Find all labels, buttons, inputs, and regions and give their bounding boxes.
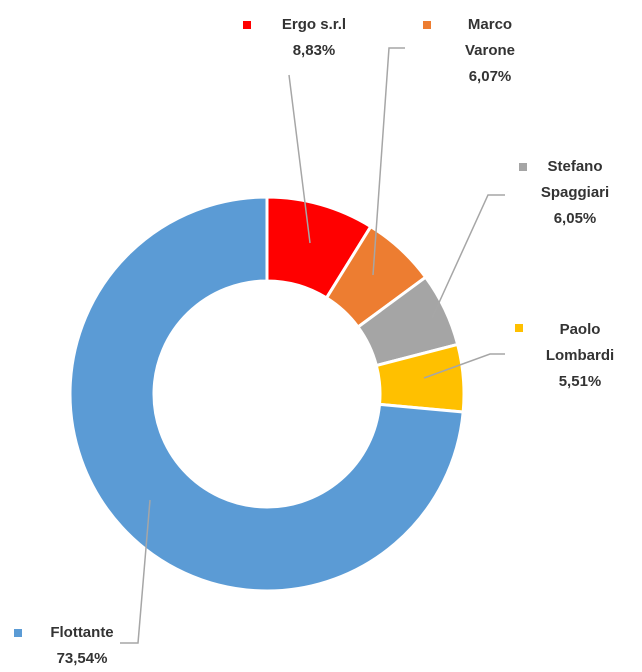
legend-marker [423,21,431,29]
label-name: Paolo Lombardi [545,321,615,364]
data-label: Paolo Lombardi 5,51% [540,317,620,395]
data-label: Flottante 73,54% [37,620,127,672]
leader-line [372,47,405,276]
label-value: 5,51% [558,373,602,390]
label-name: Marco Varone [464,16,516,59]
label-value: 6,07% [468,68,512,85]
label-name: Ergo s.r.l [281,16,347,33]
data-label: Ergo s.r.l 8,83% [259,12,369,64]
leader-line [120,499,151,644]
leader-line [423,353,505,379]
data-label: Marco Varone 6,07% [450,12,530,90]
label-value: 8,83% [292,42,336,59]
legend-marker [14,629,22,637]
label-name: Flottante [50,624,114,641]
donut-slice [68,195,465,593]
legend-marker [515,324,523,332]
label-value: 73,54% [56,650,108,667]
legend-marker [519,163,527,171]
legend-marker [243,21,251,29]
label-name: Stefano Spaggiari [540,158,610,201]
data-label: Stefano Spaggiari 6,05% [535,154,615,232]
leader-line [431,194,505,319]
leader-line [288,74,311,244]
label-value: 6,05% [553,210,597,227]
